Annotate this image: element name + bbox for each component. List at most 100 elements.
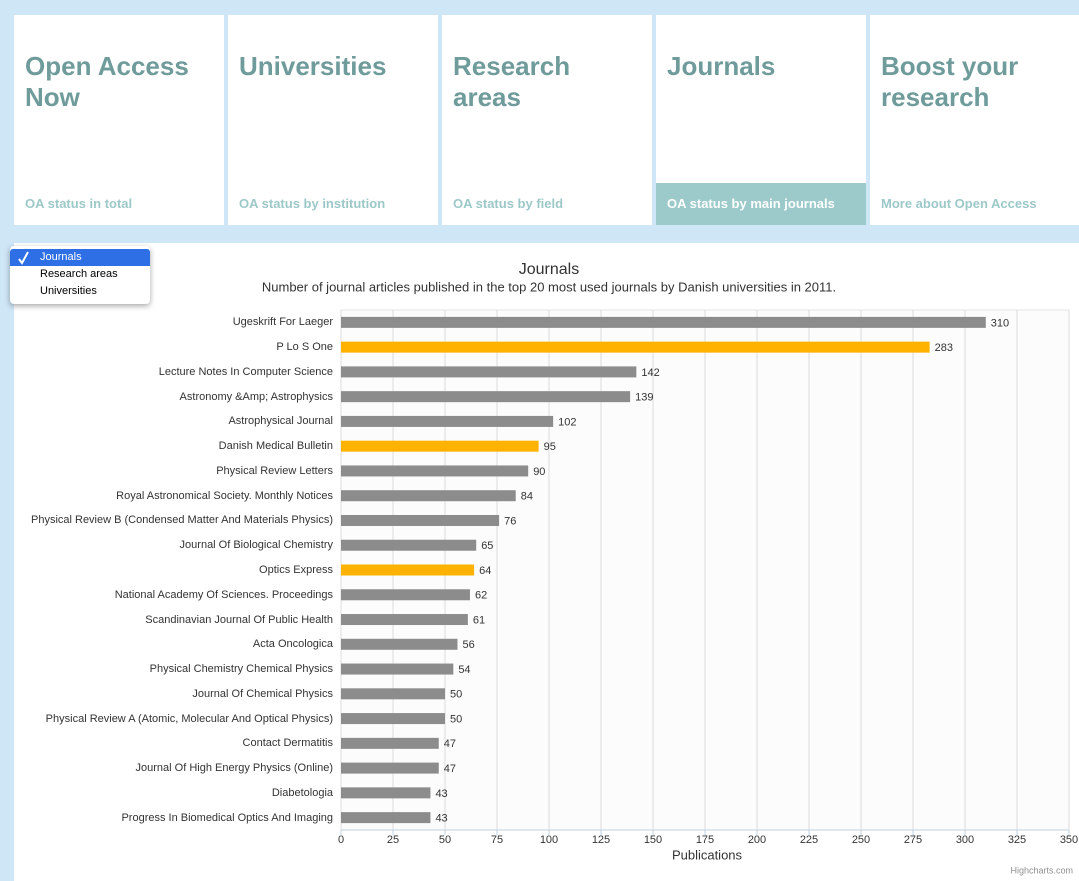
tab-subtitle: More about Open Access	[881, 196, 1037, 211]
y-tick-label: National Academy Of Sciences. Proceeding…	[114, 588, 333, 601]
bar	[341, 539, 477, 551]
x-tick-label: 200	[748, 834, 766, 846]
x-tick-label: 125	[592, 834, 610, 846]
y-tick-label: Physical Review A (Atomic, Molecular And…	[45, 712, 333, 725]
x-axis-title: Publications	[672, 847, 743, 862]
data-label: 76	[504, 515, 516, 527]
data-label: 43	[435, 788, 447, 800]
x-tick-label: 250	[852, 834, 870, 846]
check	[18, 251, 29, 265]
tab-subtitle: OA status by institution	[239, 196, 386, 211]
x-tick-label: 300	[956, 834, 974, 846]
bar	[341, 787, 431, 799]
y-tick-label: Royal Astronomical Society. Monthly Noti…	[116, 489, 333, 502]
data-label: 65	[481, 540, 493, 552]
bar	[341, 737, 439, 749]
y-tick-label: Journal Of Chemical Physics	[192, 687, 333, 700]
y-tick-label: Physical Chemistry Chemical Physics	[149, 663, 333, 676]
y-tick-label: Optics Express	[259, 564, 333, 576]
y-tick-label: Contact Dermatitis	[242, 737, 333, 750]
bar	[341, 391, 631, 403]
bar	[341, 514, 500, 526]
bar	[341, 564, 475, 576]
menu-item[interactable]: Research areas	[40, 268, 118, 280]
bar	[341, 465, 529, 477]
x-tick-label: 275	[904, 834, 922, 846]
bar	[341, 663, 454, 675]
y-tick-label: Journal Of Biological Chemistry	[179, 539, 333, 552]
y-tick-label: Physical Review B (Condensed Matter And …	[30, 514, 333, 527]
nav-tab[interactable]: Universities OA status by institution	[228, 15, 438, 225]
data-label: 47	[444, 763, 456, 775]
y-tick-label: Astronomy &Amp; Astrophysics	[179, 390, 333, 403]
menu-item[interactable]: Universities	[40, 285, 97, 297]
data-label: 54	[458, 664, 470, 676]
tab-subtitle: OA status by main journals	[656, 183, 866, 225]
bar	[341, 812, 431, 824]
bar	[341, 589, 470, 601]
bar	[341, 638, 458, 650]
x-tick-label: 100	[540, 834, 558, 846]
tab-title: Research areas	[453, 51, 571, 112]
bar	[341, 415, 554, 427]
bar	[341, 440, 539, 452]
x-tick-label: 325	[1008, 834, 1026, 846]
data-label: 61	[473, 614, 485, 626]
bar	[341, 366, 637, 378]
menu-item[interactable]: Journals	[10, 249, 150, 266]
data-label: 62	[475, 590, 487, 602]
data-label: 50	[450, 689, 462, 701]
y-tick-label: Journal Of High Energy Physics (Online)	[135, 762, 333, 775]
tab-title: Open Access Now	[25, 51, 189, 112]
x-tick-label: 175	[696, 834, 714, 846]
data-label: 310	[991, 317, 1009, 329]
x-tick-label: 225	[800, 834, 818, 846]
data-label: 90	[533, 466, 545, 478]
x-tick-label: 75	[491, 834, 503, 846]
data-label: 64	[479, 565, 491, 577]
data-label: 50	[450, 713, 462, 725]
data-label: 139	[635, 392, 653, 404]
chart-subtitle: Number of journal articles published in …	[262, 279, 836, 294]
nav-tab[interactable]: Journals OA status by main journals	[656, 15, 866, 225]
data-label: 283	[935, 342, 953, 354]
credit: Highcharts.com	[1010, 865, 1073, 875]
y-tick-label: Lecture Notes In Computer Science	[158, 365, 333, 378]
data-label: 43	[435, 813, 447, 825]
x-tick-label: 350	[1060, 834, 1078, 846]
tab-title: Boost your research	[881, 51, 1019, 112]
bar	[341, 688, 445, 700]
bar	[341, 316, 986, 328]
nav-tab[interactable]: Research areas OA status by field	[442, 15, 652, 225]
x-tick-label: 50	[439, 834, 451, 846]
data-label: 142	[641, 367, 659, 379]
y-tick-label: Progress In Biomedical Optics And Imagin…	[121, 811, 333, 824]
nav-tab[interactable]: Boost your research More about Open Acces…	[870, 15, 1079, 225]
y-tick-label: Acta Oncologica	[252, 638, 333, 651]
tab-subtitle: OA status in total	[25, 196, 133, 211]
y-tick-label: Scandinavian Journal Of Public Health	[145, 613, 333, 626]
tab-title: Journals	[667, 51, 776, 81]
data-label: 102	[558, 416, 576, 428]
x-tick-label: 0	[338, 834, 344, 846]
data-label: 84	[521, 491, 533, 503]
nav-tab[interactable]: Open Access Now OA status in total	[14, 15, 224, 225]
dropdown-menu[interactable]: Journals Research areas Universities	[10, 246, 150, 304]
y-tick-label: Astrophysical Journal	[228, 415, 333, 428]
bar	[341, 490, 516, 502]
data-label: 47	[444, 738, 456, 750]
x-tick-label: 150	[644, 834, 662, 846]
y-tick-label: P Lo S One	[276, 341, 333, 354]
data-label: 95	[544, 441, 556, 453]
tab-title: Universities	[239, 51, 387, 81]
y-tick-label: Ugeskrift For Laeger	[232, 316, 333, 329]
bar	[341, 762, 439, 774]
bar	[341, 713, 445, 725]
y-tick-label: Physical Review Letters	[216, 464, 333, 477]
y-tick-label: Diabetologia	[271, 786, 333, 799]
x-tick-label: 25	[387, 834, 399, 846]
bar	[341, 614, 468, 626]
chart-title: Journals	[519, 261, 579, 278]
